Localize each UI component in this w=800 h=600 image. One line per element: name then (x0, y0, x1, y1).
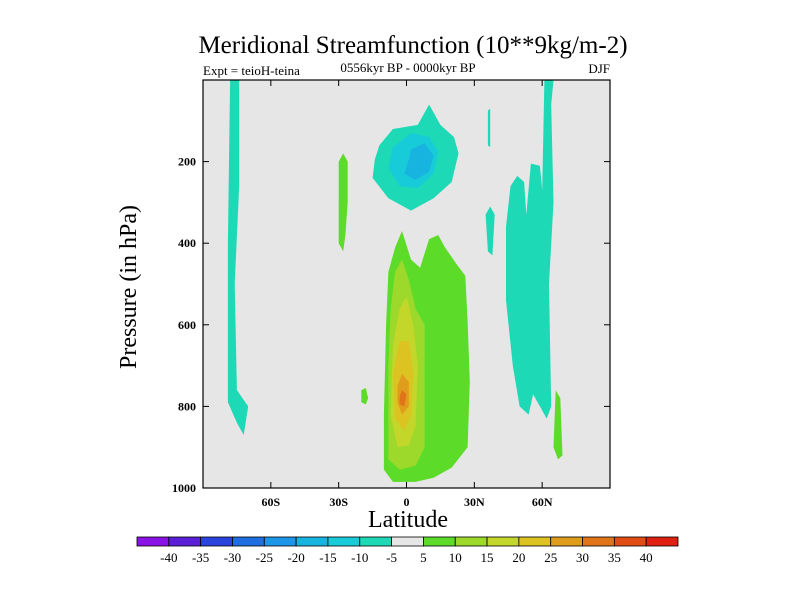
colorbar-label-1: -35 (192, 550, 209, 565)
colorbar-swatch-12 (518, 536, 552, 547)
colorbar-swatch-2 (200, 536, 233, 547)
colorbar-swatch-14 (582, 536, 615, 547)
colorbar-swatch-16 (645, 536, 679, 547)
y-tick-label-1: 400 (178, 236, 196, 250)
colorbar-labels: -40 -35 -30 -25 -20 -15 -10 -5 5 10 15 20 25 30 35 40 (160, 550, 653, 565)
colorbar-label-10: 15 (481, 550, 494, 565)
chart-title: Meridional Streamfunction (10**9kg/m-2) (198, 32, 627, 59)
season-label: DJF (588, 61, 610, 76)
y-tick-label-0: 200 (178, 155, 196, 169)
colorbar-label-7: -5 (386, 550, 397, 565)
colorbar-swatch-7 (359, 536, 392, 547)
colorbar-swatch-11 (486, 536, 520, 547)
colorbar-swatch-5 (295, 536, 329, 547)
x-tick-label-4: 60N (532, 495, 553, 509)
contour-region-0 (227, 80, 249, 435)
colorbar-swatch-0 (136, 536, 170, 547)
contour-region-7 (338, 153, 348, 252)
colorbar-label-3: -25 (256, 550, 273, 565)
colorbar (136, 536, 679, 547)
x-tick-label-2: 0 (404, 495, 410, 509)
y-axis: 200 400 600 800 1000 (172, 155, 610, 495)
contour-fills (227, 80, 563, 482)
x-tick-label-1: 30S (329, 495, 348, 509)
colorbar-swatch-1 (168, 536, 202, 547)
period-label: 0556kyr BP - 0000kyr BP (340, 60, 475, 75)
colorbar-swatch-6 (327, 536, 361, 547)
colorbar-swatch-4 (263, 536, 297, 547)
x-axis-label: Latitude (368, 507, 448, 533)
colorbar-label-11: 20 (512, 550, 525, 565)
colorbar-swatch-9 (423, 536, 456, 547)
colorbar-label-8: 5 (420, 550, 427, 565)
contour-region-4 (485, 206, 495, 256)
contour-region-5 (506, 80, 554, 419)
y-tick-label-3: 800 (178, 399, 196, 413)
contour-region-15 (399, 390, 407, 407)
colorbar-label-15: 40 (640, 550, 653, 565)
colorbar-swatch-15 (613, 536, 647, 547)
contour-region-10 (553, 390, 563, 460)
colorbar-label-9: 10 (449, 550, 462, 565)
colorbar-label-0: -40 (160, 550, 177, 565)
y-tick-label-4: 1000 (172, 481, 196, 495)
colorbar-swatch-8 (391, 536, 424, 547)
y-axis-label: Pressure (in hPa) (116, 205, 142, 369)
colorbar-label-12: 25 (544, 550, 557, 565)
colorbar-label-5: -15 (319, 550, 336, 565)
contour-region-3 (404, 143, 434, 180)
x-tick-label-0: 60S (261, 495, 280, 509)
colorbar-label-2: -30 (224, 550, 241, 565)
colorbar-label-13: 30 (576, 550, 589, 565)
colorbar-label-14: 35 (608, 550, 621, 565)
contour-region-8 (361, 388, 369, 405)
experiment-label: Expt = teioH-teina (203, 63, 300, 78)
x-tick-label-3: 30N (464, 495, 485, 509)
colorbar-swatch-3 (232, 536, 265, 547)
x-axis: 60S 30S 0 30N 60N (261, 80, 553, 509)
colorbar-label-4: -20 (287, 550, 304, 565)
contour-region-6 (487, 108, 491, 148)
plot-area (202, 79, 611, 489)
y-tick-label-2: 600 (178, 318, 196, 332)
colorbar-swatch-10 (454, 536, 488, 547)
colorbar-label-6: -10 (351, 550, 368, 565)
colorbar-swatch-13 (550, 536, 583, 547)
